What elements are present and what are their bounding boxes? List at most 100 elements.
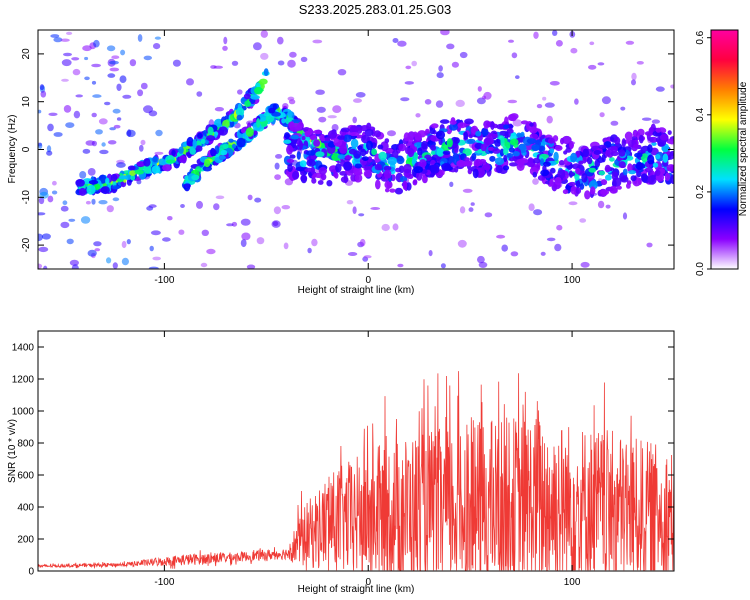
spectrogram-cell xyxy=(412,179,418,186)
spectrogram-cell xyxy=(107,73,116,78)
spectrogram-cell xyxy=(478,261,488,268)
spectrogram-cell xyxy=(529,126,538,134)
spectrogram-cell xyxy=(655,86,665,92)
spectrogram-cell xyxy=(610,120,619,126)
spectrogram-cell xyxy=(213,203,220,211)
spectrogram-cell xyxy=(428,250,433,257)
spectrogram-cell xyxy=(200,138,206,145)
spectrogram-cell xyxy=(167,216,173,221)
colorbar-gradient xyxy=(710,29,739,270)
spectrogram-cell xyxy=(638,134,644,144)
spectrogram-cell xyxy=(363,255,372,259)
spectrogram-cell xyxy=(529,122,534,127)
spectrogram-cell xyxy=(116,83,122,92)
spectrogram-cell xyxy=(644,131,655,136)
spectrogram-cell xyxy=(597,157,605,164)
spectrogram-cell xyxy=(47,123,54,132)
spectrogram-cell xyxy=(630,175,637,182)
spectrogram-cell xyxy=(354,175,360,181)
page-title: S233.2025.283.01.25.G03 xyxy=(298,2,452,17)
spectrogram-cell xyxy=(71,57,80,61)
spectrogram-cell xyxy=(152,256,161,261)
spectrogram-heatmap xyxy=(38,30,674,269)
spectrogram-cell xyxy=(632,129,638,138)
spectrogram-cell xyxy=(47,195,54,203)
spectrogram-cell xyxy=(307,247,312,254)
spectrogram-cell xyxy=(109,67,120,72)
spectrogram-cell xyxy=(462,188,473,193)
spectrogram-cell xyxy=(492,148,501,154)
colorbar-tick-label: 0.4 xyxy=(695,107,706,121)
spectrogram-cell xyxy=(449,181,454,187)
spectrogram-cell xyxy=(143,55,152,61)
spectrogram-cell xyxy=(446,43,455,50)
spectrogram-cell xyxy=(38,212,46,216)
spectrogram-cell xyxy=(405,65,412,70)
spectrogram-cell xyxy=(260,52,269,60)
spectrogram-cell xyxy=(191,174,200,181)
spectrogram-cell xyxy=(313,139,321,147)
colorbar-tick-label: 0.2 xyxy=(695,185,706,199)
spectrogram-cell xyxy=(101,142,106,147)
spectrogram-cell xyxy=(463,131,469,140)
spectrogram-cell xyxy=(38,197,45,205)
spectrogram-cell xyxy=(414,142,423,148)
spectrogram-cell xyxy=(512,151,520,157)
spectrogram-cell xyxy=(394,187,403,195)
spectrogram-cell xyxy=(561,135,572,145)
spectrogram-cell xyxy=(240,218,251,226)
spectrogram-cell xyxy=(263,68,269,76)
spectrogram-cell xyxy=(633,144,640,149)
spectrogram-cell xyxy=(313,129,323,135)
spectrogram-cell xyxy=(646,242,653,248)
spectrogram-cell xyxy=(581,173,588,183)
spectrogram-cell xyxy=(334,172,339,179)
spectrogram-cell xyxy=(315,89,325,95)
spectrogram-cell xyxy=(529,133,538,140)
spectrogram-cell xyxy=(425,128,430,134)
spectrogram-cell xyxy=(283,242,289,250)
spectrogram-cell xyxy=(554,177,562,185)
spectrogram-cell xyxy=(206,135,216,142)
spectrogram-cell xyxy=(120,49,126,56)
snr-ytick-label: 1000 xyxy=(12,407,35,418)
spectrogram-cell xyxy=(397,263,404,268)
spectrogram-cell xyxy=(549,148,555,154)
spectrogram-cell xyxy=(53,132,63,137)
spectrogram-cell xyxy=(200,262,208,268)
spectrogram-cell xyxy=(586,156,593,165)
spectrogram-cell xyxy=(662,153,669,163)
spectrogram-cell xyxy=(332,105,342,113)
spectrogram-cell xyxy=(503,124,509,130)
spectrogram-cell xyxy=(299,160,307,168)
spectrogram-cell xyxy=(75,179,85,187)
spectrogram-cell xyxy=(419,159,427,168)
spectrogram-cell xyxy=(111,185,121,190)
spectrogram-cell xyxy=(298,140,304,151)
spectrogram-cell xyxy=(268,107,276,114)
spectrogram-cell xyxy=(53,37,63,43)
spectrogram-cell xyxy=(528,203,535,211)
snr-ytick-label: 400 xyxy=(17,503,34,514)
spectrogram-cell xyxy=(355,92,366,98)
spectrogram-cell xyxy=(348,148,357,155)
spectrogram-cell xyxy=(546,237,556,242)
spectrogram-cell xyxy=(364,129,374,137)
spectrogram-cell xyxy=(315,151,325,158)
snr-ytick-label: 0 xyxy=(28,567,34,578)
spectrogram-cell xyxy=(601,96,611,105)
spectrogram-cell xyxy=(153,43,161,50)
spectrogram-ytick-label: 10 xyxy=(21,96,32,108)
spectrogram-cell xyxy=(516,158,526,166)
spectrogram-cell xyxy=(317,180,324,185)
spectrogram-cell xyxy=(441,163,451,171)
spectrogram-cell xyxy=(272,221,279,227)
spectrogram-cell xyxy=(110,173,118,182)
spectrogram-cell xyxy=(421,140,428,150)
spectrogram-cell xyxy=(112,262,118,269)
spectrogram-cell xyxy=(301,136,306,141)
spectrogram-cell xyxy=(287,59,296,68)
spectrogram-cell xyxy=(311,238,318,247)
spectrogram-cell xyxy=(570,152,578,163)
spectrogram-cell xyxy=(139,144,144,152)
